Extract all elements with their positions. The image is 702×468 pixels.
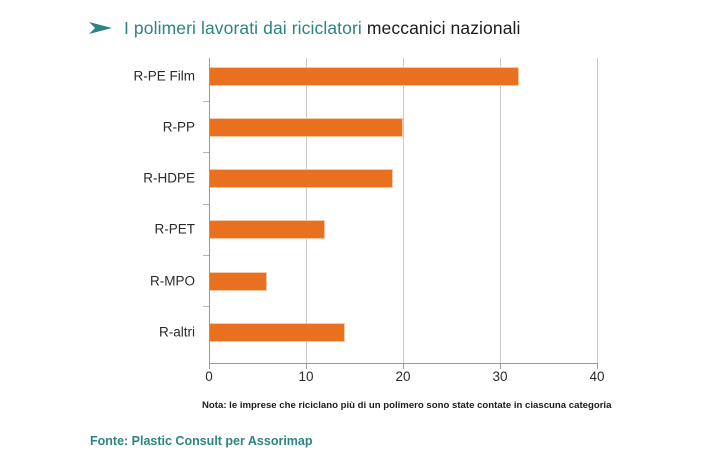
- chart-footnote: Nota: le imprese che riciclano più di un…: [202, 400, 612, 411]
- gridline-10: [306, 58, 307, 363]
- x-axis-label-30: 30: [492, 369, 508, 384]
- gridline-30: [500, 58, 501, 363]
- y-axis-label-1: R-PP: [162, 119, 195, 135]
- x-axis-tick-20: [403, 363, 404, 369]
- bar-r-pe-film: [209, 67, 520, 86]
- gridline-20: [403, 58, 404, 363]
- bar-r-pp: [209, 118, 403, 137]
- y-axis-tick: [203, 101, 209, 102]
- bar-r-pet: [209, 220, 326, 239]
- x-axis-tick-10: [306, 363, 307, 369]
- plot-area: [209, 58, 598, 363]
- chart-title-secondary: meccanici nazionali: [366, 17, 521, 38]
- chart-source: Fonte: Plastic Consult per Assorimap: [90, 434, 313, 448]
- chart-title-primary: I polimeri lavorati dai riciclatori: [124, 17, 362, 38]
- chart-title: I polimeri lavorati dai riciclatori mecc…: [88, 15, 521, 41]
- x-axis-label-0: 0: [205, 369, 213, 384]
- x-axis-tick-40: [597, 363, 598, 369]
- bar-r-altri: [209, 323, 345, 342]
- arrow-right-marker-icon: [89, 22, 112, 34]
- y-axis-line: [209, 58, 210, 364]
- bar-r-mpo: [209, 272, 268, 291]
- y-axis-tick: [203, 152, 209, 153]
- y-axis-label-3: R-PET: [154, 221, 196, 237]
- x-axis-label-40: 40: [589, 369, 605, 384]
- y-axis-tick: [203, 306, 209, 307]
- y-axis-labels: R-PE Film R-PP R-HDPE R-PET R-MPO R-altr…: [75, 0, 196, 468]
- y-axis-label-2: R-HDPE: [143, 170, 195, 186]
- y-axis-tick: [203, 255, 209, 256]
- x-axis-label-10: 10: [298, 369, 314, 384]
- y-axis-label-0: R-PE Film: [133, 68, 196, 84]
- gridline-40: [597, 58, 598, 363]
- x-axis-tick-0: [209, 363, 210, 369]
- y-axis-tick: [203, 204, 209, 205]
- y-axis-label-5: R-altri: [159, 324, 195, 340]
- y-axis-label-4: R-MPO: [150, 273, 195, 289]
- bar-r-hdpe: [209, 169, 394, 188]
- x-axis-tick-30: [500, 363, 501, 369]
- x-axis-label-20: 20: [395, 369, 411, 384]
